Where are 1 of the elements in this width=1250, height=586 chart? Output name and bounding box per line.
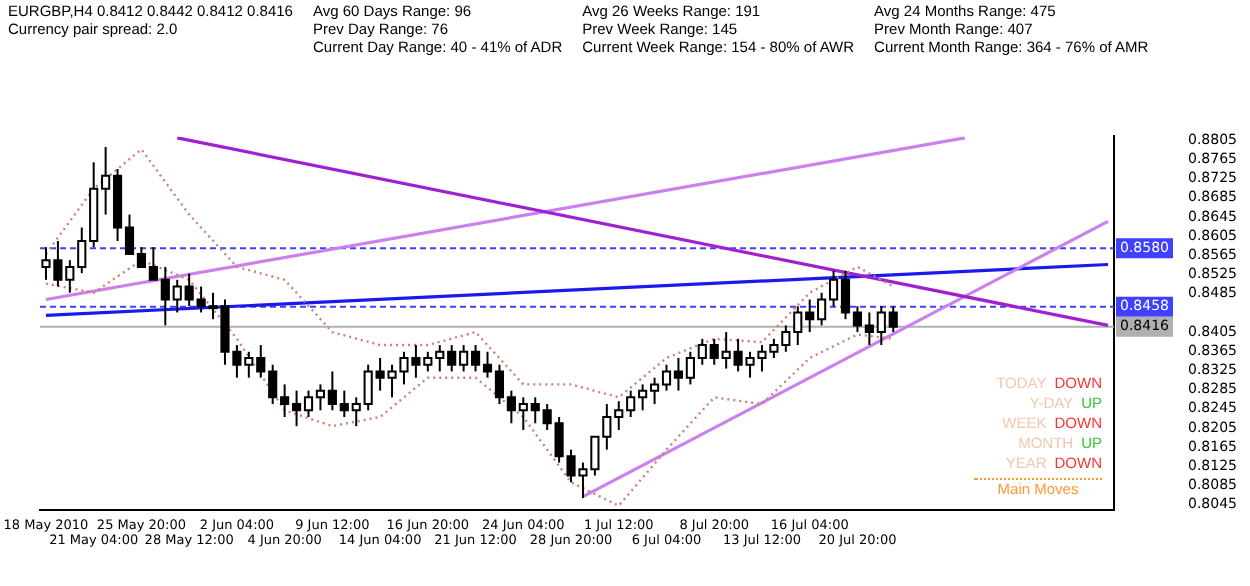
line-series (44, 148, 895, 399)
